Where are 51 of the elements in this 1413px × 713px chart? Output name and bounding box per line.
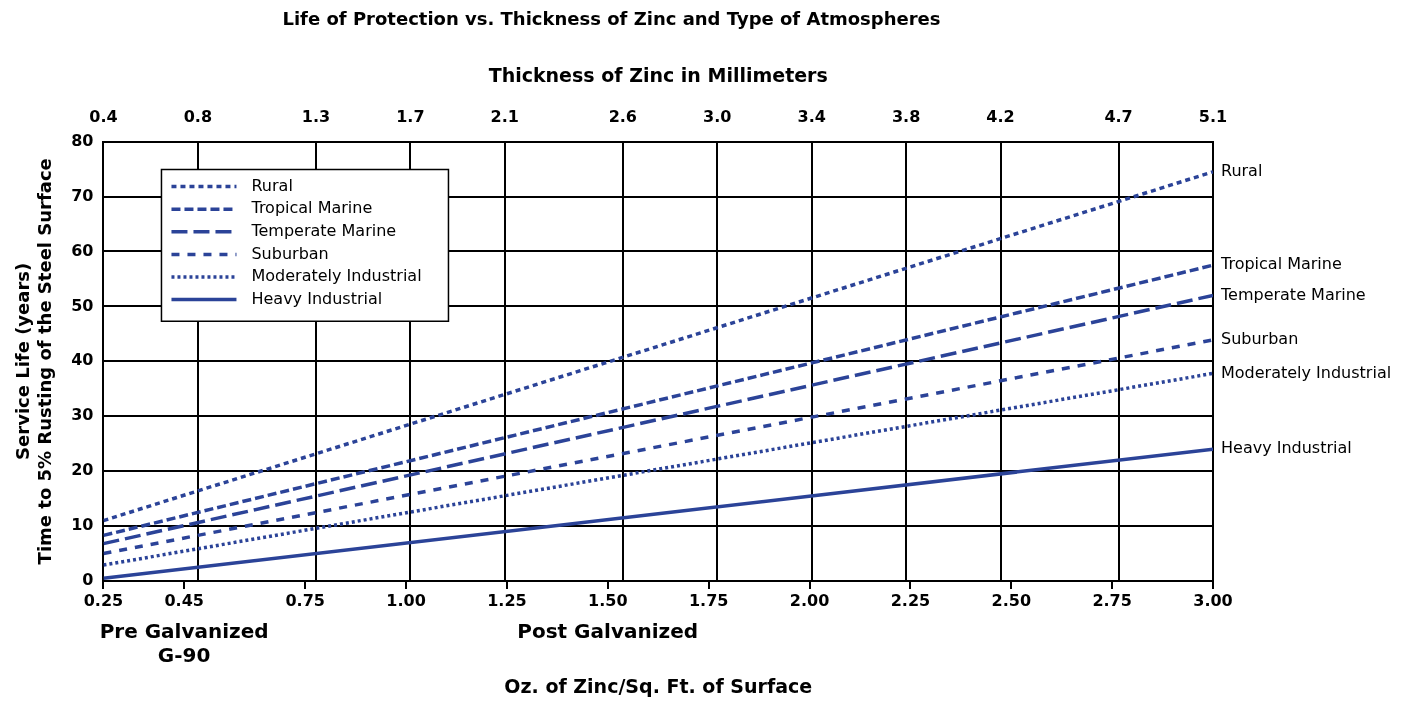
x2-tick-label: 2.1 [490, 107, 519, 127]
x-tick-label: 1.50 [588, 590, 628, 610]
x-tick-label: 0.75 [285, 590, 325, 610]
legend-label: Moderately Industrial [251, 266, 422, 286]
y-axis-title: Service Life (years) Time to 5% Rusting of the Steel Surface [12, 158, 56, 565]
x-tick-label: 2.00 [789, 590, 830, 610]
x2-tick-label: 0.8 [183, 107, 213, 127]
x-tick-label: 1.00 [386, 590, 426, 610]
x2-tick-label: 1.7 [396, 107, 425, 127]
x-tick-label: 0.45 [164, 590, 204, 610]
x-tick-label: 1.25 [487, 590, 527, 610]
x-tick-label: 2.50 [991, 590, 1032, 610]
x2-tick-label: 3.4 [797, 107, 826, 127]
x-tick-label: 1.75 [688, 590, 729, 610]
x2-tick-label: 2.6 [608, 107, 637, 127]
text: Pre Galvanized G-90 [99, 619, 269, 667]
x-tick-label: 0.25 [83, 590, 124, 610]
legend-label: Rural [251, 175, 293, 195]
y-tick-label: 30 [71, 405, 94, 425]
x-tick-label: 2.75 [1092, 590, 1132, 610]
text: Suburban [1221, 329, 1299, 349]
x2-tick-label: 0.4 [89, 107, 118, 127]
x2-tick-label: 5.1 [1198, 107, 1228, 127]
x-axis-title: Oz. of Zinc/Sq. Ft. of Surface [504, 674, 813, 697]
y-tick-label: 80 [71, 130, 94, 150]
x-tick-label: 3.00 [1193, 590, 1233, 610]
text: Rural [1221, 160, 1263, 180]
text: Moderately Industrial [1221, 362, 1392, 382]
x2-axis-title: Thickness of Zinc in Millimeters [488, 63, 828, 86]
text: Temperate Marine [1221, 284, 1366, 304]
legend-label: Temperate Marine [250, 220, 397, 240]
x2-tick-label: 4.7 [1104, 107, 1133, 127]
x2-tick-label: 1.3 [301, 107, 331, 127]
x-tick-label: 2.25 [890, 590, 931, 610]
x2-tick-label: 3.8 [891, 107, 921, 127]
y-tick-label: 60 [71, 240, 94, 260]
y-tick-label: 20 [71, 460, 94, 480]
chart-title: Life of Protection vs. Thickness of Zinc and Type of Atmospheres [282, 8, 941, 30]
x2-tick-label: 4.2 [986, 107, 1015, 127]
y-tick-label: 40 [71, 350, 94, 370]
y-tick-label: 10 [71, 515, 94, 535]
legend-label: Tropical Marine [250, 198, 373, 218]
y-tick-label: 70 [71, 185, 94, 205]
text: Heavy Industrial [1221, 438, 1352, 458]
legend-label: Suburban [251, 243, 329, 263]
y-tick-label: 0 [82, 570, 94, 590]
text: Post Galvanized [517, 619, 699, 643]
y-tick-label: 50 [71, 295, 94, 315]
x2-tick-label: 3.0 [703, 107, 732, 127]
text: Tropical Marine [1221, 254, 1342, 274]
legend-label: Heavy Industrial [251, 288, 383, 308]
